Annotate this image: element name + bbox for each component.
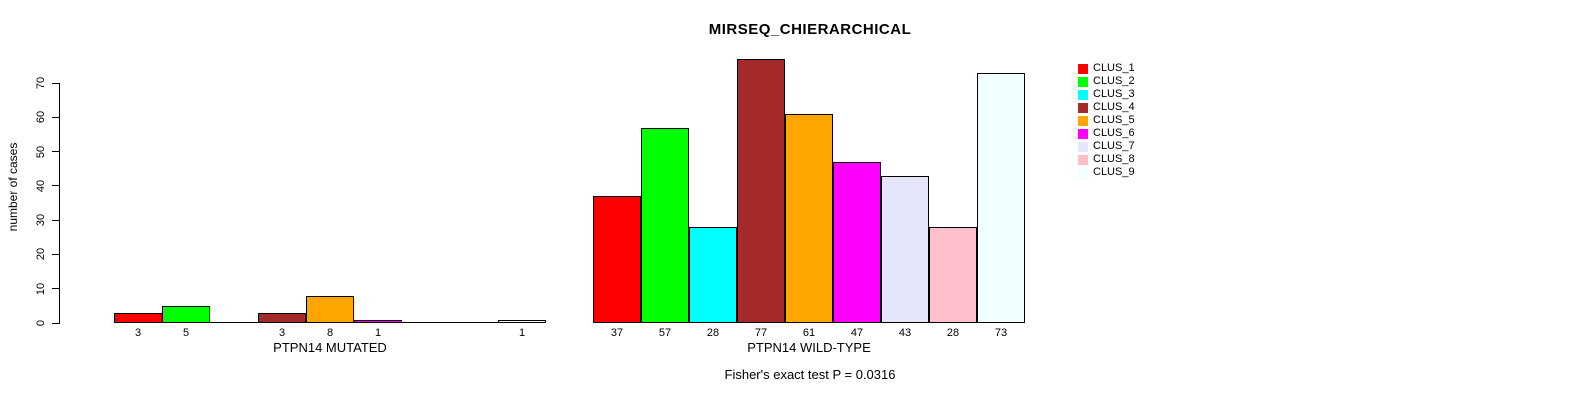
legend-label: CLUS_1 [1093, 62, 1135, 74]
legend: CLUS_1 CLUS_2 CLUS_3 CLUS_4 CLUS_5 CLUS_6 CLUS… [1078, 62, 1135, 179]
chart-title: MIRSEQ_CHIERARCHICAL [708, 21, 912, 38]
y-axis-tick [52, 116, 60, 118]
bar-clus_5 [306, 296, 354, 323]
bar-clus_4 [737, 59, 785, 323]
bar-value-label: 43 [898, 327, 912, 339]
bar-value-label: 1 [374, 327, 382, 339]
bar-clus_6 [833, 162, 881, 323]
y-axis-tick [52, 253, 60, 255]
group-label-wildtype: PTPN14 WILD-TYPE [747, 340, 871, 355]
group-label-mutated: PTPN14 MUTATED [273, 340, 387, 355]
bar-value-label: 5 [182, 327, 190, 339]
y-axis-tick [52, 151, 60, 153]
y-axis-tick [52, 82, 60, 84]
legend-item: CLUS_1 [1078, 62, 1135, 75]
y-axis-tick-label: 70 [35, 76, 47, 90]
y-axis-tick-label: 60 [35, 111, 47, 124]
y-axis-tick-label: 10 [35, 282, 47, 295]
legend-label: CLUS_2 [1093, 75, 1135, 87]
bar-value-label: 37 [610, 327, 624, 339]
bar-value-label: 57 [658, 327, 672, 339]
bar-clus_2 [641, 128, 689, 323]
legend-item: CLUS_7 [1078, 140, 1135, 153]
bar-zero-baseline [402, 322, 450, 323]
legend-label: CLUS_5 [1093, 114, 1135, 126]
bar-value-label: 3 [134, 327, 142, 339]
y-axis-tick-label: 30 [35, 214, 47, 227]
legend-swatch [1078, 115, 1088, 126]
legend-item: CLUS_2 [1078, 75, 1135, 88]
y-axis-tick [52, 185, 60, 187]
legend-swatch [1078, 89, 1088, 100]
y-axis-tick-label: 0 [35, 319, 47, 327]
legend-swatch [1078, 167, 1088, 178]
legend-label: CLUS_9 [1093, 166, 1135, 178]
bar-value-label: 28 [946, 327, 960, 339]
legend-label: CLUS_4 [1093, 101, 1135, 113]
bar-clus_6 [354, 320, 402, 323]
legend-swatch [1078, 102, 1088, 113]
legend-item: CLUS_9 [1078, 166, 1135, 179]
bar-clus_8 [929, 227, 977, 323]
bar-clus_9 [498, 320, 546, 323]
bar-value-label: 73 [994, 327, 1008, 339]
y-axis-tick [52, 322, 60, 324]
legend-swatch [1078, 154, 1088, 165]
bar-value-label: 3 [278, 327, 286, 339]
legend-item: CLUS_4 [1078, 101, 1135, 114]
bar-clus_3 [689, 227, 737, 323]
bar-clus_1 [593, 196, 641, 323]
legend-item: CLUS_5 [1078, 114, 1135, 127]
legend-swatch [1078, 128, 1088, 139]
y-axis-tick-label: 40 [35, 179, 47, 192]
bar-value-label: 47 [850, 327, 864, 339]
legend-swatch [1078, 76, 1088, 87]
legend-label: CLUS_8 [1093, 153, 1135, 165]
legend-label: CLUS_3 [1093, 88, 1135, 100]
bar-zero-baseline [450, 322, 498, 323]
y-axis-tick-label: 20 [35, 248, 47, 261]
bar-value-label: 1 [518, 327, 526, 339]
fisher-test-annotation: Fisher's exact test P = 0.0316 [724, 367, 896, 382]
bar-clus_4 [258, 313, 306, 323]
legend-item: CLUS_3 [1078, 88, 1135, 101]
y-axis-label: number of cases [6, 142, 20, 232]
legend-label: CLUS_7 [1093, 140, 1135, 152]
bar-clus_7 [881, 176, 929, 323]
bar-zero-baseline [210, 322, 258, 323]
legend-item: CLUS_8 [1078, 153, 1135, 166]
y-axis-tick [52, 288, 60, 290]
legend-swatch [1078, 63, 1088, 74]
legend-label: CLUS_6 [1093, 127, 1135, 139]
bar-clus_2 [162, 306, 210, 323]
y-axis-tick [52, 219, 60, 221]
bar-value-label: 28 [706, 327, 720, 339]
legend-item: CLUS_6 [1078, 127, 1135, 140]
bar-value-label: 77 [754, 327, 768, 339]
bar-value-label: 61 [802, 327, 816, 339]
legend-swatch [1078, 141, 1088, 152]
bar-value-label: 8 [326, 327, 334, 339]
bar-clus_5 [785, 114, 833, 323]
y-axis-tick-label: 50 [35, 145, 47, 158]
bar-clus_9 [977, 73, 1025, 323]
y-axis-line [59, 83, 60, 323]
bar-clus_1 [114, 313, 162, 323]
